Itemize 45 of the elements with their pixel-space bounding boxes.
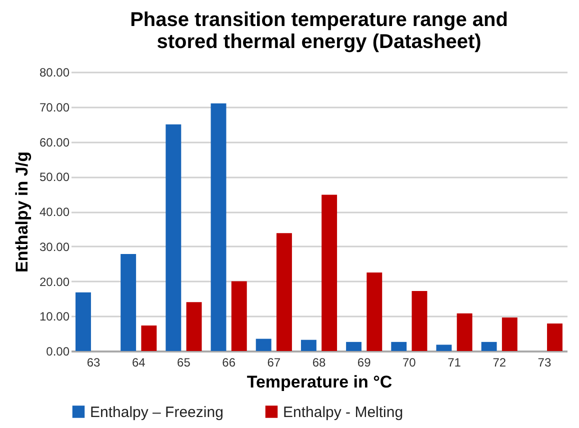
- x-tick-label: 68: [312, 356, 326, 370]
- bar: [256, 338, 272, 351]
- x-tick-label: 67: [267, 356, 281, 370]
- bar: [481, 342, 497, 351]
- chart-title: Phase transition temperature range and stored thermal energy (Datasheet): [130, 9, 508, 53]
- bar: [141, 326, 157, 351]
- bar: [412, 291, 428, 351]
- legend-label: Enthalpy - Melting: [283, 404, 404, 421]
- bar: [346, 342, 362, 351]
- bar: [210, 103, 226, 351]
- legend-label: Enthalpy – Freezing: [90, 404, 224, 421]
- bar: [322, 194, 338, 351]
- x-tick-label: 72: [492, 356, 506, 370]
- y-tick-label: 20.00: [39, 274, 70, 289]
- bar: [276, 233, 292, 351]
- y-tick-label: 10.00: [39, 310, 70, 324]
- bar: [366, 272, 382, 351]
- bar: [436, 344, 452, 351]
- bar: [391, 342, 407, 351]
- bar: [186, 302, 202, 351]
- x-tick-label: 70: [402, 356, 416, 370]
- y-tick-label: 70.00: [39, 100, 70, 114]
- x-tick-label: 71: [448, 356, 462, 370]
- y-axis-title: Enthalpy in J/g: [12, 152, 32, 272]
- x-tick-label: 73: [538, 356, 552, 370]
- x-tick-label: 64: [132, 356, 146, 370]
- bar: [166, 124, 182, 351]
- y-tick-label: 40.00: [39, 205, 70, 219]
- y-tick-label: 60.00: [39, 135, 70, 150]
- bar: [231, 281, 247, 351]
- x-tick-label: 65: [177, 356, 191, 370]
- x-tick-label: 69: [357, 356, 372, 370]
- y-tick-label: 80.00: [39, 66, 70, 80]
- bar: [76, 292, 91, 351]
- bar: [547, 323, 562, 351]
- bar: [120, 254, 136, 351]
- x-tick-label: 66: [222, 356, 236, 370]
- y-tick-label: 0.00: [46, 344, 70, 358]
- bar: [456, 313, 472, 351]
- x-tick-label: 63: [86, 356, 101, 370]
- bar: [502, 318, 518, 351]
- bar: [300, 340, 316, 351]
- x-axis-title: Temperature in °C: [246, 372, 392, 392]
- y-tick-label: 30.00: [39, 240, 70, 254]
- y-tick-label: 50.00: [39, 170, 70, 184]
